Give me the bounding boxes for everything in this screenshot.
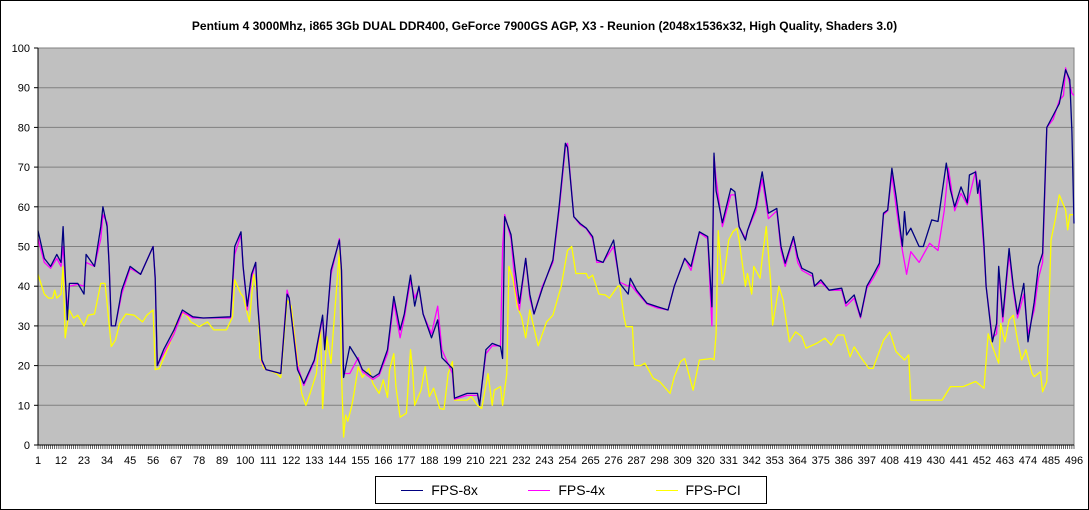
y-tick-label-80: 80 xyxy=(18,122,30,134)
x-tick-label-287: 287 xyxy=(627,455,645,467)
x-tick-label-243: 243 xyxy=(535,455,553,467)
y-tick-label-100: 100 xyxy=(12,43,30,55)
x-tick-label-67: 67 xyxy=(170,455,182,467)
x-tick-label-320: 320 xyxy=(696,455,714,467)
x-tick-label-188: 188 xyxy=(420,455,438,467)
axes: 0 10 20 30 40 50 60 70 80 90 100 1 12 23 34 45 56 67 78 89 1… xyxy=(12,43,1084,467)
x-tick-label-265: 265 xyxy=(581,455,599,467)
x-tick-label-177: 177 xyxy=(397,455,415,467)
x-tick-label-430: 430 xyxy=(927,455,945,467)
series-line-fps-pci xyxy=(37,194,1074,438)
x-tick-label-441: 441 xyxy=(950,455,968,467)
y-tick-label-60: 60 xyxy=(18,202,30,214)
legend-swatch-fps-8x xyxy=(401,489,424,491)
y-tick-label-10: 10 xyxy=(18,400,30,412)
legend-item-fps-4x: FPS-4x xyxy=(528,482,605,498)
x-tick-label-166: 166 xyxy=(374,455,392,467)
x-tick-label-276: 276 xyxy=(604,455,622,467)
series-line-fps-8x xyxy=(37,69,1075,406)
x-tick-label-254: 254 xyxy=(558,455,576,467)
x-tick-label-474: 474 xyxy=(1019,455,1037,467)
chart-title: Pentium 4 3000Mhz, i865 3Gb DUAL DDR400,… xyxy=(191,19,898,33)
x-tick-label-122: 122 xyxy=(282,455,300,467)
x-tick-label-1: 1 xyxy=(35,455,41,467)
x-tick-label-452: 452 xyxy=(973,455,991,467)
x-tick-label-342: 342 xyxy=(743,455,761,467)
x-tick-label-56: 56 xyxy=(147,455,159,467)
x-tick-label-331: 331 xyxy=(719,455,737,467)
x-tick-label-232: 232 xyxy=(512,455,530,467)
x-tick-label-210: 210 xyxy=(466,455,484,467)
x-tick-label-419: 419 xyxy=(904,455,922,467)
x-tick-label-100: 100 xyxy=(236,455,254,467)
x-tick-label-375: 375 xyxy=(812,455,830,467)
x-tick-label-23: 23 xyxy=(78,455,90,467)
legend-item-fps-8x: FPS-8x xyxy=(401,482,478,498)
x-tick-label-78: 78 xyxy=(193,455,205,467)
legend-swatch-fps-pci xyxy=(655,489,678,491)
y-tick-label-30: 30 xyxy=(18,321,30,333)
x-tick-label-485: 485 xyxy=(1042,455,1060,467)
y-tick-label-70: 70 xyxy=(18,162,30,174)
x-axis-minor-ticks xyxy=(37,445,1075,449)
x-tick-label-111: 111 xyxy=(260,455,277,467)
legend-label-fps-4x: FPS-4x xyxy=(558,482,606,498)
x-tick-label-89: 89 xyxy=(216,455,228,467)
x-tick-label-34: 34 xyxy=(101,455,113,467)
legend-label-fps-pci: FPS-PCI xyxy=(685,482,741,498)
y-tick-label-0: 0 xyxy=(24,440,30,452)
legend-label-fps-8x: FPS-8x xyxy=(431,482,478,498)
x-tick-label-397: 397 xyxy=(858,455,876,467)
y-tick-label-40: 40 xyxy=(18,281,30,293)
x-tick-label-12: 12 xyxy=(55,455,67,467)
x-tick-label-496: 496 xyxy=(1065,455,1083,467)
x-tick-label-408: 408 xyxy=(881,455,899,467)
x-tick-label-155: 155 xyxy=(351,455,369,467)
legend-item-fps-pci: FPS-PCI xyxy=(655,482,741,498)
series-lines xyxy=(37,67,1075,438)
legend-swatch-fps-4x xyxy=(528,489,551,491)
x-tick-label-199: 199 xyxy=(443,455,461,467)
x-tick-label-298: 298 xyxy=(650,455,668,467)
x-tick-label-386: 386 xyxy=(835,455,853,467)
y-tick-label-20: 20 xyxy=(18,361,30,373)
x-tick-label-144: 144 xyxy=(328,455,346,467)
x-tick-label-364: 364 xyxy=(789,455,807,467)
x-tick-label-463: 463 xyxy=(996,455,1014,467)
legend: FPS-8x FPS-4x FPS-PCI xyxy=(375,476,767,504)
x-tick-label-221: 221 xyxy=(489,455,507,467)
x-tick-label-353: 353 xyxy=(766,455,784,467)
y-tick-label-90: 90 xyxy=(18,83,30,95)
x-tick-label-133: 133 xyxy=(305,455,323,467)
y-tick-label-50: 50 xyxy=(18,242,30,254)
x-tick-label-45: 45 xyxy=(124,455,136,467)
x-tick-label-309: 309 xyxy=(673,455,691,467)
